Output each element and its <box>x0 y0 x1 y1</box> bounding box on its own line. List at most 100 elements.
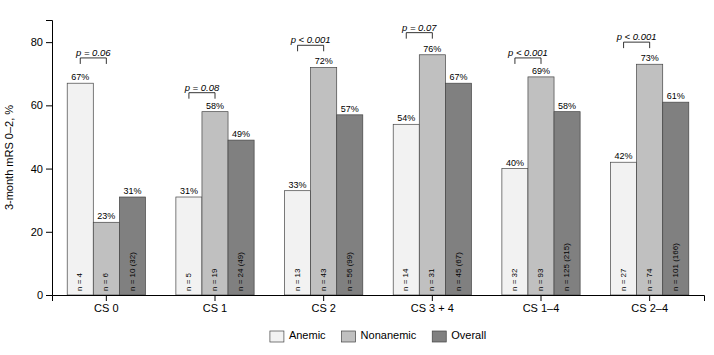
data-label: 73% <box>641 53 659 63</box>
x-tick-label: CS 0 <box>94 302 118 314</box>
legend-label: Anemic <box>289 329 326 341</box>
bar <box>176 197 202 295</box>
x-tick: CS 2–4 <box>631 295 668 314</box>
bar <box>528 77 554 295</box>
y-tick-label: 20 <box>31 226 43 238</box>
x-tick-mark <box>106 295 107 301</box>
x-tick-label: CS 2–4 <box>631 302 668 314</box>
n-label: n = 19 <box>210 268 219 291</box>
annotations: 67% n = 4 31% n = 5 33% n = 13 54% n = 14 40% n =… <box>71 22 685 291</box>
p-bracket <box>298 45 324 51</box>
data-label: 33% <box>289 180 307 190</box>
x-tick-label: CS 1 <box>203 302 227 314</box>
bars <box>67 55 689 295</box>
data-label: 31% <box>123 186 141 196</box>
y-tick: 80 <box>31 36 52 48</box>
n-label: n = 93 <box>536 268 545 291</box>
data-label: 58% <box>558 101 576 111</box>
bar <box>502 169 528 295</box>
y-axis-title: 3-month mRS 0–2, % <box>3 105 15 210</box>
n-label: n = 56 (99) <box>345 252 354 291</box>
legend-label: Nonanemic <box>361 329 417 341</box>
n-label: n = 10 (32) <box>128 252 137 291</box>
y-tick-label: 0 <box>37 289 43 301</box>
chart-container: 0 20 40 60 80 CS 0 CS 1 CS 2 CS 3 + 4 CS 1–4 CS 2–… <box>0 0 714 355</box>
x-tick-mark <box>649 295 650 301</box>
p-bracket <box>624 42 650 48</box>
bar <box>419 55 445 295</box>
p-bracket <box>80 58 106 64</box>
n-label: n = 43 <box>319 268 328 291</box>
p-value: p = 0.06 <box>75 47 111 58</box>
x-tick-label: CS 3 + 4 <box>411 302 454 314</box>
x-tick-mark <box>323 295 324 301</box>
n-label: n = 6 <box>101 272 110 291</box>
x-tick-label: CS 1–4 <box>523 302 560 314</box>
legend: Anemic Nonanemic Overall <box>270 329 486 342</box>
data-label: 67% <box>449 72 467 82</box>
x-tick-mark <box>215 295 216 301</box>
x-tick: CS 1 <box>203 295 227 314</box>
y-tick-mark <box>46 232 52 233</box>
data-label: 69% <box>532 66 550 76</box>
data-label: 67% <box>71 72 89 82</box>
bar <box>393 124 419 295</box>
n-label: n = 45 (67) <box>454 252 463 291</box>
x-tick: CS 1–4 <box>523 295 560 314</box>
x-tick: CS 2 <box>311 295 335 314</box>
n-label: n = 13 <box>293 268 302 291</box>
x-tick-label: CS 2 <box>311 302 335 314</box>
x-tick: CS 0 <box>94 295 118 314</box>
x-tick-mark <box>432 295 433 301</box>
bar <box>554 112 580 295</box>
data-label: 40% <box>506 158 524 168</box>
legend-label: Overall <box>451 329 486 341</box>
legend-item: Nonanemic <box>342 329 417 342</box>
plot: 0 20 40 60 80 CS 0 CS 1 CS 2 CS 3 + 4 CS 1–4 CS 2–… <box>3 21 705 314</box>
data-label: 57% <box>341 104 359 114</box>
n-label: n = 5 <box>184 272 193 291</box>
n-label: n = 31 <box>427 268 436 291</box>
bar <box>611 162 637 295</box>
y-tick-label: 40 <box>31 163 43 175</box>
data-label: 61% <box>667 91 685 101</box>
data-label: 31% <box>180 186 198 196</box>
data-label: 58% <box>206 101 224 111</box>
bar <box>663 102 689 295</box>
bar <box>119 197 145 295</box>
series <box>119 83 688 295</box>
legend-swatch <box>342 331 356 342</box>
p-value: p < 0.001 <box>507 47 548 58</box>
n-label: n = 125 (215) <box>562 243 571 291</box>
y-axis: 0 20 40 60 80 <box>31 21 53 302</box>
legend-item: Anemic <box>270 329 326 342</box>
n-label: n = 14 <box>401 268 410 291</box>
n-label: n = 24 (49) <box>236 252 245 291</box>
y-tick: 0 <box>37 289 52 301</box>
bar <box>67 83 93 295</box>
data-label: 42% <box>615 151 633 161</box>
n-label: n = 32 <box>510 268 519 291</box>
bar <box>228 140 254 295</box>
series <box>93 55 662 295</box>
n-label: n = 4 <box>75 272 84 291</box>
bar <box>445 83 471 295</box>
data-label: 54% <box>397 113 415 123</box>
p-bracket <box>515 58 541 64</box>
bar <box>637 64 663 295</box>
legend-swatch <box>432 331 446 342</box>
p-value: p = 0.07 <box>401 22 437 33</box>
y-tick-mark <box>46 295 52 296</box>
y-tick-label: 60 <box>31 99 43 111</box>
legend-swatch <box>270 331 284 342</box>
y-tick-label: 80 <box>31 36 43 48</box>
n-label: n = 27 <box>619 268 628 291</box>
data-label: 23% <box>97 211 115 221</box>
data-label: 72% <box>315 56 333 66</box>
bar <box>285 191 311 295</box>
p-bracket <box>189 93 215 99</box>
y-tick-mark <box>46 105 52 106</box>
x-tick-mark <box>541 295 542 301</box>
x-tick: CS 3 + 4 <box>411 295 454 314</box>
y-tick-mark <box>46 42 52 43</box>
